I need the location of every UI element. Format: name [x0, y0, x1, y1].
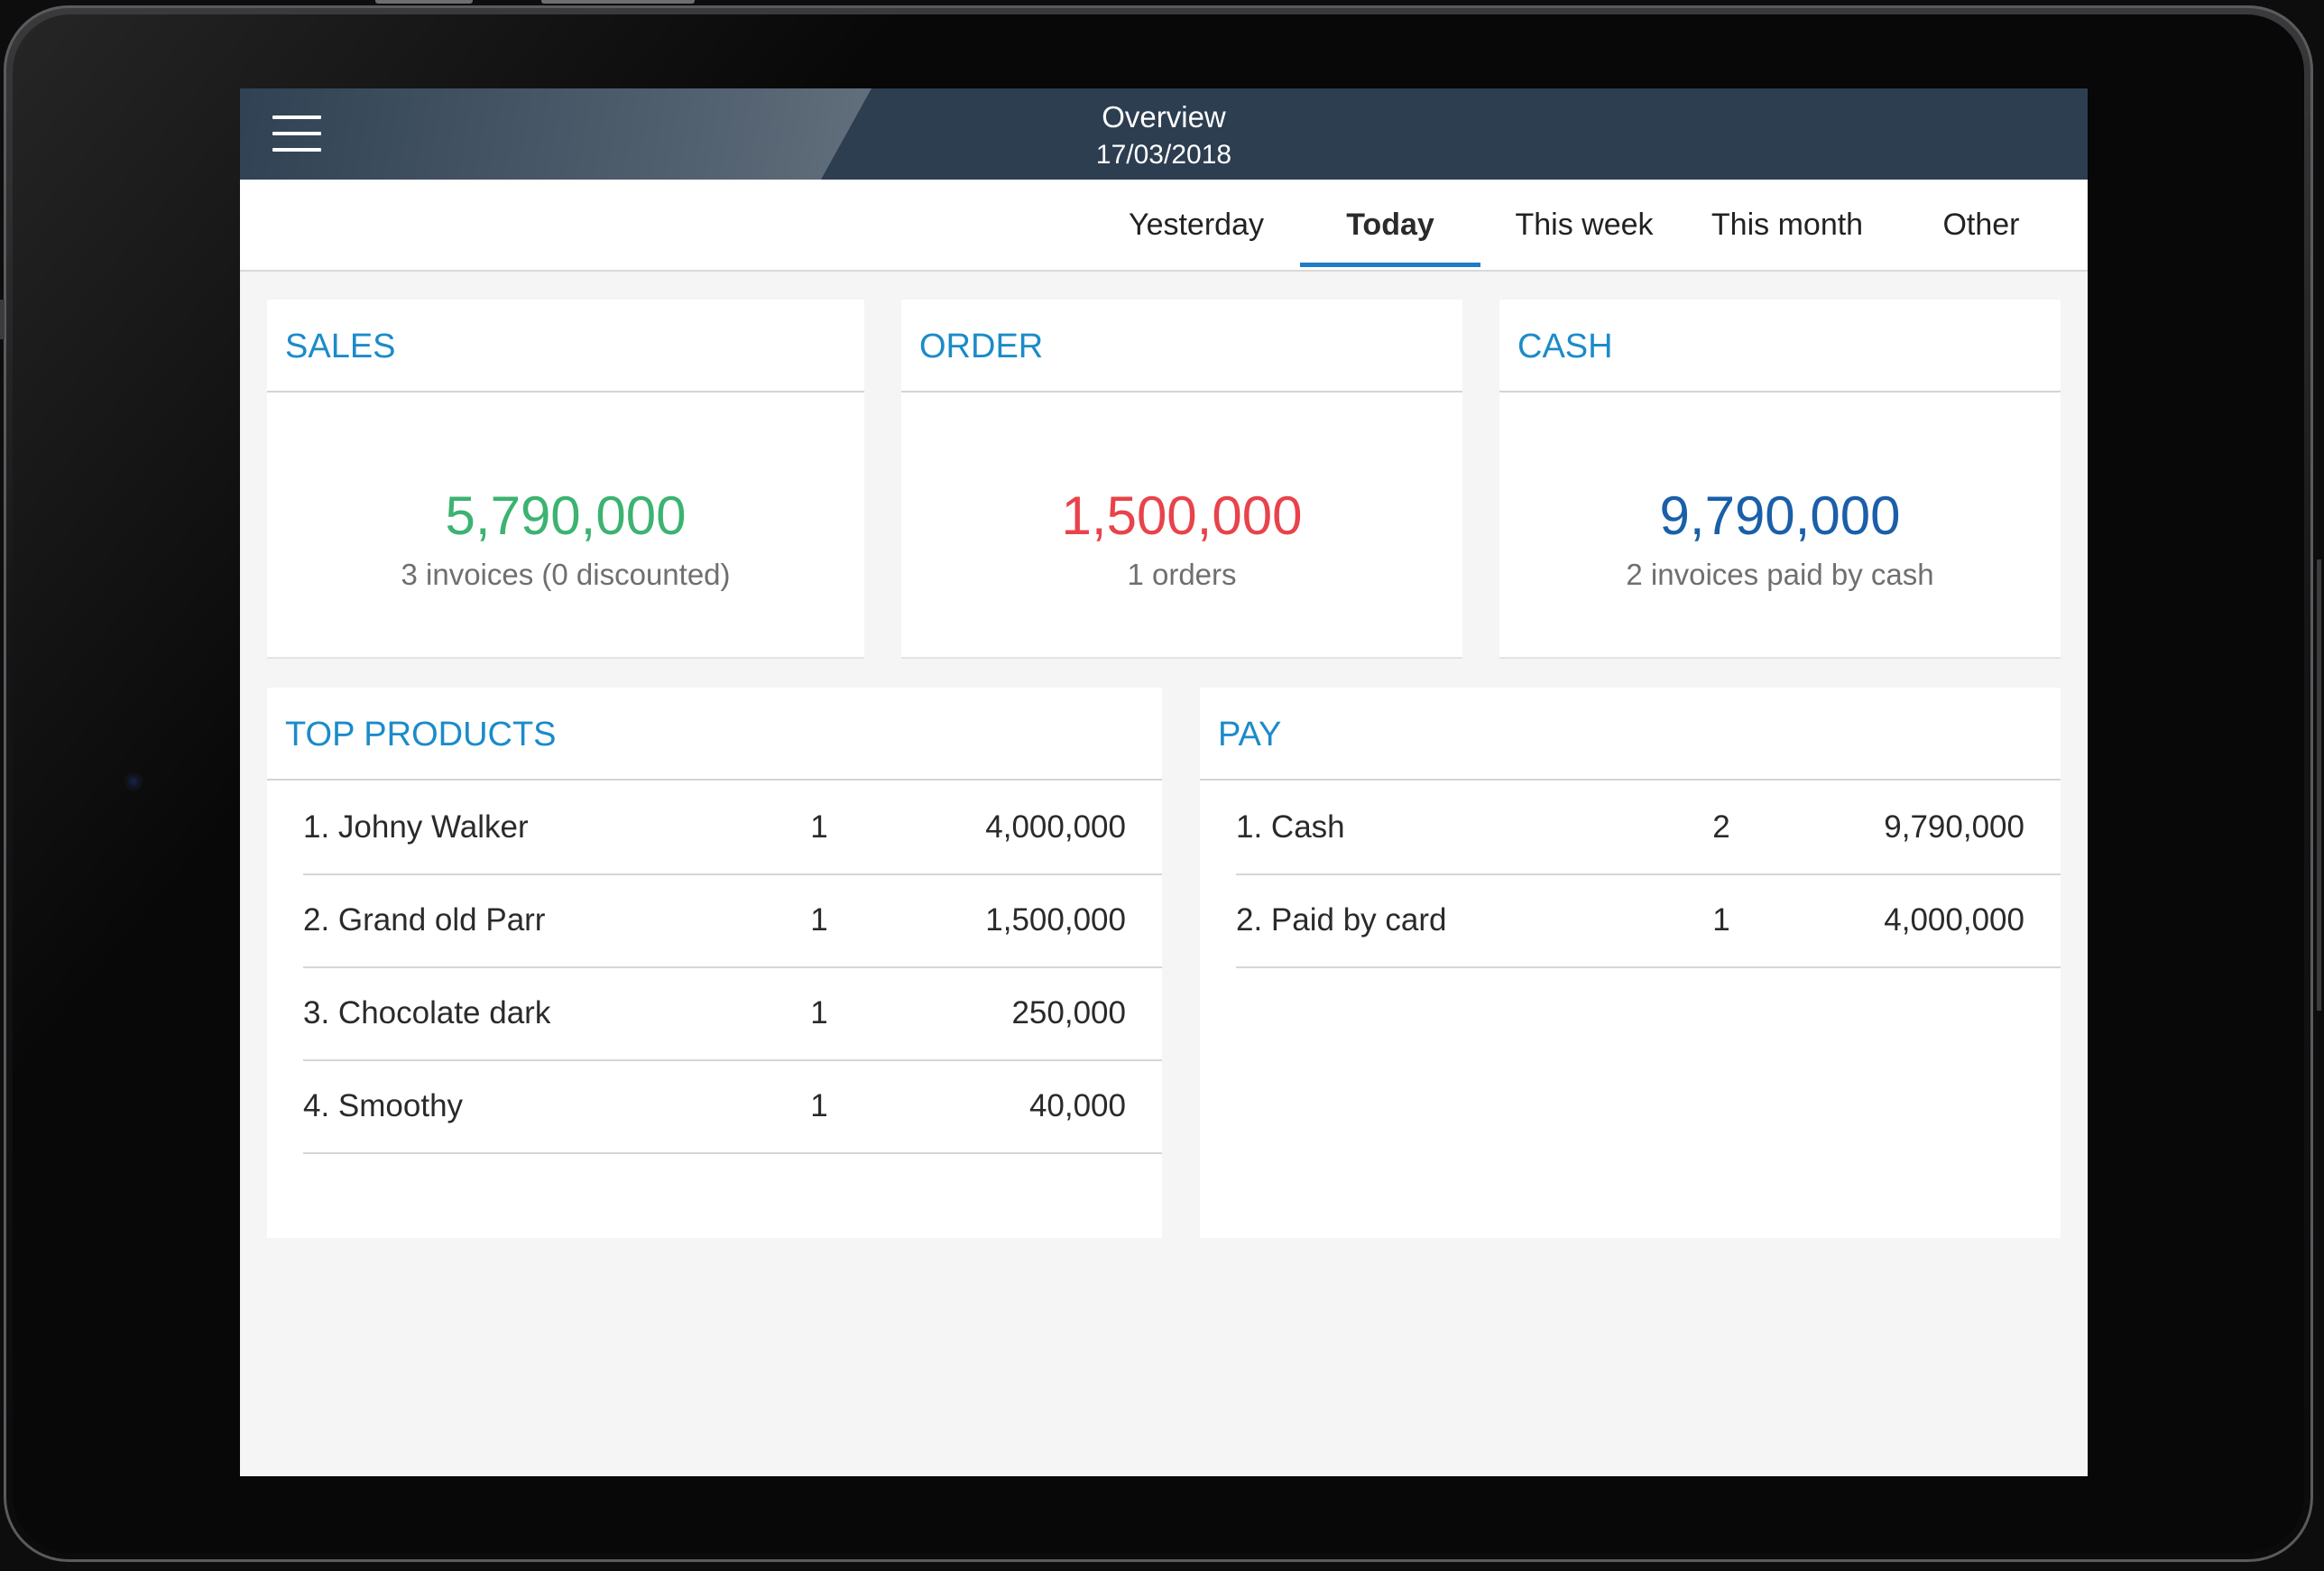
product-row[interactable]: 1. Johny Walker 1 4,000,000	[303, 781, 1162, 875]
tab-other[interactable]: Other	[1942, 208, 2020, 242]
product-name: 4. Smoothy	[303, 1088, 464, 1123]
top-products-title: TOP PRODUCTS	[285, 716, 557, 753]
product-qty: 1	[810, 1088, 828, 1123]
product-amount: 4,000,000	[985, 809, 1126, 845]
product-row[interactable]: 3. Chocolate dark 1 250,000	[303, 966, 1162, 1061]
pay-title: PAY	[1218, 716, 1282, 753]
app-screen: Overview 17/03/2018 Yesterday Today This…	[240, 88, 2088, 1476]
app-header: Overview 17/03/2018	[240, 88, 2088, 180]
order-subtitle: 1 orders	[1127, 558, 1237, 591]
card-divider	[901, 391, 1462, 393]
cash-card-title: CASH	[1517, 328, 1613, 365]
device-side-button	[0, 300, 5, 339]
tab-this-week[interactable]: This week	[1515, 208, 1654, 242]
payment-amount: 4,000,000	[1884, 902, 2024, 938]
pay-card: PAY 1. Cash 2 9,790,000 2. Paid by card …	[1200, 688, 2061, 1238]
payment-count: 2	[1712, 809, 1730, 845]
active-tab-indicator	[1300, 263, 1480, 267]
payment-row[interactable]: 1. Cash 2 9,790,000	[1236, 781, 2061, 875]
period-tabs: Yesterday Today This week This month Oth…	[240, 180, 2088, 272]
device-top-button	[375, 0, 473, 4]
product-qty: 1	[810, 902, 828, 938]
payment-method-name: 1. Cash	[1236, 809, 1345, 845]
tab-this-month[interactable]: This month	[1711, 208, 1864, 242]
product-amount: 1,500,000	[985, 902, 1126, 938]
header-glare	[240, 88, 872, 180]
card-divider	[267, 779, 1162, 781]
payment-row[interactable]: 2. Paid by card 1 4,000,000	[1236, 873, 2061, 968]
payment-count: 1	[1712, 902, 1730, 938]
page-title: Overview	[1102, 100, 1226, 134]
product-name: 3. Chocolate dark	[303, 995, 551, 1030]
tab-yesterday[interactable]: Yesterday	[1129, 208, 1264, 242]
cash-subtitle: 2 invoices paid by cash	[1626, 558, 1934, 591]
device-top-button	[541, 0, 695, 4]
order-card[interactable]: ORDER 1,500,000 1 orders	[901, 300, 1462, 657]
order-value: 1,500,000	[1061, 485, 1303, 546]
product-name: 1. Johny Walker	[303, 809, 529, 845]
top-products-card: TOP PRODUCTS 1. Johny Walker 1 4,000,000…	[267, 688, 1162, 1238]
cash-value: 9,790,000	[1659, 485, 1901, 546]
product-amount: 250,000	[1011, 995, 1126, 1030]
product-name: 2. Grand old Parr	[303, 902, 546, 938]
hamburger-menu-icon[interactable]	[272, 116, 323, 152]
tab-today[interactable]: Today	[1346, 208, 1434, 242]
payment-method-name: 2. Paid by card	[1236, 902, 1447, 938]
page-date: 17/03/2018	[1095, 140, 1232, 170]
device-side-button	[2317, 559, 2321, 1011]
product-row[interactable]: 2. Grand old Parr 1 1,500,000	[303, 873, 1162, 968]
order-card-title: ORDER	[919, 328, 1044, 365]
product-row[interactable]: 4. Smoothy 1 40,000	[303, 1059, 1162, 1154]
product-qty: 1	[810, 995, 828, 1030]
card-divider	[267, 391, 864, 393]
card-divider	[1200, 779, 2061, 781]
sales-value: 5,790,000	[445, 485, 687, 546]
sales-subtitle: 3 invoices (0 discounted)	[401, 558, 731, 591]
payment-amount: 9,790,000	[1884, 809, 2024, 845]
card-divider	[1499, 391, 2061, 393]
product-amount: 40,000	[1028, 1088, 1126, 1123]
sales-card-title: SALES	[285, 328, 396, 365]
sales-card[interactable]: SALES 5,790,000 3 invoices (0 discounted…	[267, 300, 864, 657]
cash-card[interactable]: CASH 9,790,000 2 invoices paid by cash	[1499, 300, 2061, 657]
product-qty: 1	[810, 809, 828, 845]
front-camera	[126, 774, 141, 789]
